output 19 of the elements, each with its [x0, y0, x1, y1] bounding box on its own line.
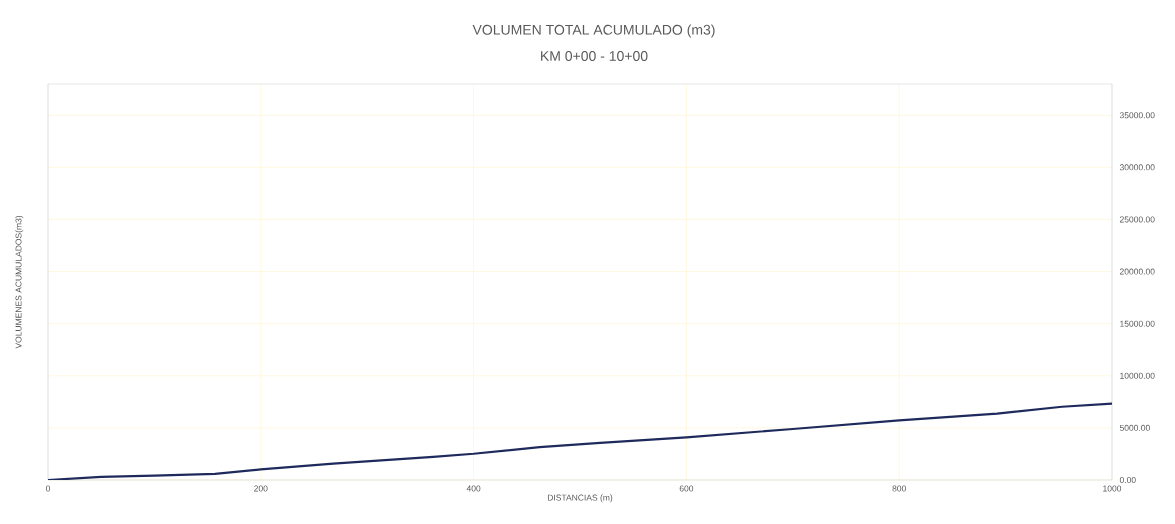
y-tick-label: 20000.00 — [1119, 268, 1155, 275]
chart-subtitle: KM 0+00 - 10+00 — [541, 51, 648, 61]
y-tick-label: 5000.00 — [1119, 424, 1150, 431]
x-tick-label: 800 — [892, 485, 906, 492]
x-tick-label: 0 — [45, 485, 51, 492]
x-tick-label: 1000 — [1103, 485, 1122, 492]
y-tick-label: 25000.00 — [1119, 216, 1155, 223]
x-tick-label: 200 — [254, 485, 268, 492]
x-tick-label: 600 — [679, 485, 694, 492]
y-tick-label: 15000.00 — [1120, 320, 1155, 327]
y-tick-label: 10000.00 — [1120, 372, 1155, 379]
x-tick-label: 400 — [466, 485, 481, 492]
y-tick-label: 35000.00 — [1119, 112, 1155, 119]
x-axis-title: DISTANCIAS (m) — [547, 494, 613, 503]
y-axis-title: VOLUMENES ACUMULADOS(m3) — [15, 215, 24, 349]
chart-title: VOLUMEN TOTAL ACUMULADO (m3) — [472, 24, 715, 38]
y-tick-label: 30000.00 — [1119, 164, 1155, 171]
line-series — [48, 402, 1112, 480]
y-tick-label: 0.00 — [1119, 476, 1136, 483]
